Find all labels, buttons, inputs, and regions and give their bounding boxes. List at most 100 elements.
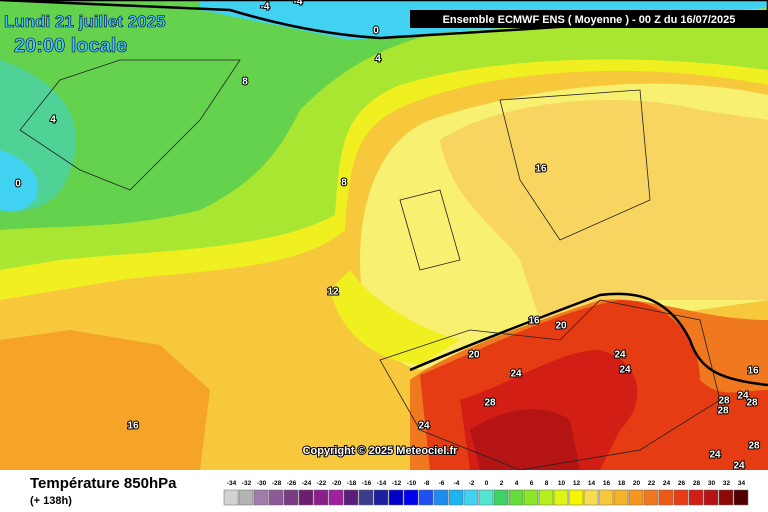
model: Ensemble ECMWF ENS ( Moyenne ) - 00 Z du… <box>443 14 736 26</box>
legend-swatch <box>688 489 704 506</box>
contour-label: 28 <box>718 396 730 407</box>
legend-swatch <box>643 489 659 506</box>
contour-label: 24 <box>510 369 522 380</box>
contour-label: 24 <box>737 391 749 402</box>
legend-value: -32 <box>242 480 252 487</box>
contour-label: 28 <box>717 406 729 417</box>
legend-value: 26 <box>678 480 686 487</box>
legend-swatch <box>253 489 269 506</box>
contour-label: 0 <box>15 179 21 190</box>
contour-label: 16 <box>535 164 547 175</box>
contour-label: 16 <box>127 421 139 432</box>
legend-swatch <box>463 489 479 506</box>
legend-value: 10 <box>558 480 566 487</box>
contour-label: 24 <box>733 461 745 472</box>
legend-swatch <box>448 489 464 506</box>
contour-label: 0 <box>373 26 379 37</box>
legend-value: 0 <box>485 480 489 487</box>
contour-label: 24 <box>614 350 626 361</box>
legend-value: 16 <box>603 480 611 487</box>
model-box <box>410 10 768 28</box>
legend: -34 -32 -30 -28 -26 -24 -22 -20 -18 -16 -14 -12 -10-… <box>223 480 749 506</box>
legend-value: 18 <box>618 480 626 487</box>
legend-value: -14 <box>377 480 387 487</box>
legend-swatch <box>478 489 494 506</box>
legend-value: 20 <box>633 480 641 487</box>
legend-swatch <box>658 489 674 506</box>
legend-swatch <box>433 489 449 506</box>
legend-value: -12 <box>392 480 402 487</box>
legend-swatch <box>523 489 539 506</box>
legend-swatch <box>238 489 254 506</box>
contour-label: 28 <box>748 441 760 452</box>
legend-swatch <box>628 489 644 506</box>
legend-swatch <box>298 489 314 506</box>
legend-swatch <box>493 489 509 506</box>
contour-label: 4 <box>375 54 381 65</box>
legend-value: 32 <box>723 480 731 487</box>
contour-label: 24 <box>709 450 721 461</box>
legend-swatch <box>673 489 689 506</box>
legend-value: -8 <box>424 480 430 487</box>
contour-label: 24 <box>418 421 430 432</box>
legend-value: 4 <box>515 480 519 487</box>
legend-value: 8 <box>545 480 549 487</box>
legend-swatch <box>268 489 284 506</box>
contour-label: -4 <box>294 0 303 8</box>
footer-title: Température 850hPa <box>30 475 177 492</box>
legend-swatch <box>388 489 404 506</box>
legend-value: 12 <box>573 480 581 487</box>
legend-swatch <box>343 489 359 506</box>
contour-label: 12 <box>327 287 339 298</box>
legend-value: -20 <box>332 480 342 487</box>
contour-label: 16 <box>528 316 540 327</box>
legend-value: -34 <box>227 480 237 487</box>
legend-swatch <box>508 489 524 506</box>
contour-label: -4 <box>261 2 270 13</box>
legend-swatch <box>328 489 344 506</box>
time: 20:00 locale <box>14 35 127 57</box>
legend-swatch <box>283 489 299 506</box>
legend-swatch <box>568 489 584 506</box>
contour-label: 28 <box>746 398 758 409</box>
legend-value: -10 <box>407 480 417 487</box>
contour-label: 4 <box>50 115 56 126</box>
legend-swatch <box>223 489 239 506</box>
legend-value: -4 <box>454 480 460 487</box>
legend-swatch <box>583 489 599 506</box>
legend-swatch <box>373 489 389 506</box>
contour-label: 8 <box>341 178 347 189</box>
legend-swatch <box>553 489 569 506</box>
footer-subtitle: (+ 138h) <box>30 495 72 507</box>
contour-label: 28 <box>484 398 496 409</box>
legend-swatch <box>733 489 749 506</box>
copyright: Copyright © 2025 Meteociel.fr <box>303 445 459 457</box>
legend-value: -16 <box>362 480 372 487</box>
legend-value: -2 <box>469 480 475 487</box>
legend-value: -6 <box>439 480 445 487</box>
legend-value: 24 <box>663 480 671 487</box>
legend-value: 22 <box>648 480 656 487</box>
legend-swatch <box>418 489 434 506</box>
legend-value: -26 <box>287 480 297 487</box>
legend-swatch <box>703 489 719 506</box>
legend-value: -28 <box>272 480 282 487</box>
legend-value: -30 <box>257 480 267 487</box>
legend-value: -18 <box>347 480 357 487</box>
legend-value: -22 <box>317 480 327 487</box>
legend-swatch <box>613 489 629 506</box>
legend-value: 34 <box>738 480 746 487</box>
legend-value: 6 <box>530 480 534 487</box>
legend-value: 2 <box>500 480 504 487</box>
contour-label: 20 <box>555 321 567 332</box>
contour-label: 24 <box>619 365 631 376</box>
map-background <box>0 0 768 471</box>
date: Lundi 21 juillet 2025 <box>4 12 166 31</box>
legend-swatch <box>403 489 419 506</box>
contour-label: 16 <box>747 366 759 377</box>
legend-swatch <box>358 489 374 506</box>
legend-swatch <box>538 489 554 506</box>
legend-value: 14 <box>588 480 596 487</box>
